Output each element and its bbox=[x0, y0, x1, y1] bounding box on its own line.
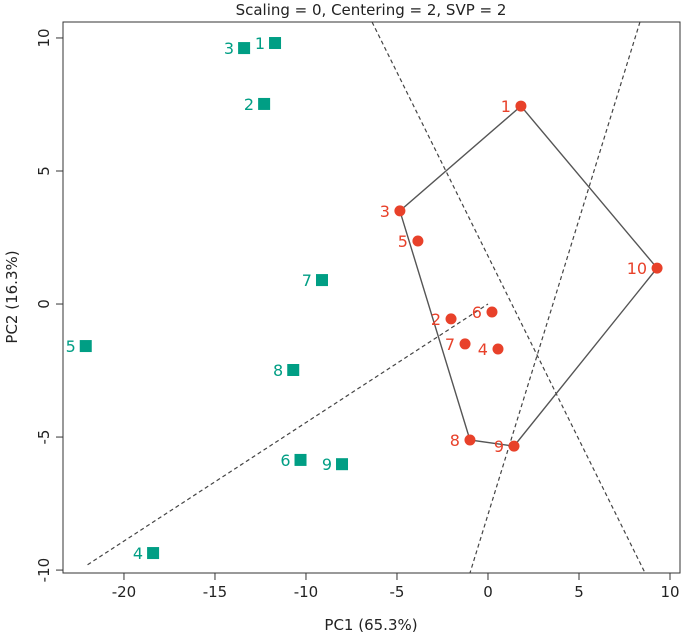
y-tick-label: 5 bbox=[35, 166, 53, 176]
point-label: 6 bbox=[280, 451, 290, 470]
convex-hull bbox=[399, 105, 658, 447]
environment-point bbox=[287, 364, 300, 376]
point-label: 5 bbox=[398, 232, 408, 251]
x-tick-label: -10 bbox=[294, 583, 319, 601]
y-tick-label: 0 bbox=[35, 299, 53, 309]
x-axis-label: PC1 (65.3%) bbox=[324, 616, 417, 634]
point-label: 2 bbox=[431, 310, 441, 329]
genotype-point bbox=[464, 434, 476, 446]
point-label: 3 bbox=[224, 39, 234, 58]
point-label: 4 bbox=[478, 340, 488, 359]
point-label: 1 bbox=[501, 97, 511, 116]
point-label: 5 bbox=[66, 337, 76, 356]
y-axis-label: PC2 (16.3%) bbox=[3, 250, 21, 343]
point-label: 8 bbox=[273, 361, 283, 380]
x-tick-label: 0 bbox=[483, 583, 493, 601]
point-label: 1 bbox=[255, 34, 265, 53]
genotype-point bbox=[492, 343, 504, 355]
point-label: 7 bbox=[302, 271, 312, 290]
x-tick-label: 10 bbox=[660, 583, 679, 601]
x-tick-label: -20 bbox=[112, 583, 137, 601]
point-label: 9 bbox=[322, 455, 332, 474]
x-tick-label: 5 bbox=[574, 583, 584, 601]
genotype-point bbox=[486, 306, 498, 318]
point-label: 3 bbox=[380, 202, 390, 221]
point-label: 10 bbox=[627, 259, 647, 278]
genotype-point bbox=[394, 205, 406, 217]
y-tick-label: 10 bbox=[35, 28, 53, 47]
chart-title: Scaling = 0, Centering = 2, SVP = 2 bbox=[236, 1, 507, 19]
environment-point bbox=[294, 453, 307, 466]
point-label: 8 bbox=[450, 431, 460, 450]
x-tick-label: -15 bbox=[203, 583, 228, 601]
environment-point bbox=[258, 97, 271, 110]
point-label: 9 bbox=[494, 437, 504, 456]
genotype-point bbox=[445, 313, 457, 325]
genotype-point bbox=[515, 100, 527, 112]
point-label: 7 bbox=[445, 335, 455, 354]
environment-point bbox=[315, 274, 328, 287]
x-tick-label: -5 bbox=[389, 583, 404, 601]
y-tick-label: -10 bbox=[35, 558, 53, 583]
dashed-line bbox=[87, 303, 489, 566]
environment-point bbox=[269, 37, 282, 50]
environment-point bbox=[238, 42, 251, 55]
genotype-point bbox=[508, 440, 520, 452]
genotype-point bbox=[459, 338, 471, 350]
dashed-line bbox=[469, 21, 641, 574]
genotype-point bbox=[651, 262, 663, 274]
point-label: 4 bbox=[133, 544, 143, 563]
environment-point bbox=[147, 547, 160, 560]
point-label: 6 bbox=[472, 303, 482, 322]
y-tick-label: -5 bbox=[35, 430, 53, 445]
dashed-line bbox=[371, 21, 646, 574]
genotype-point bbox=[412, 235, 424, 247]
environment-point bbox=[336, 458, 349, 471]
point-label: 2 bbox=[244, 95, 254, 114]
plot-frame bbox=[62, 21, 681, 574]
environment-point bbox=[79, 340, 92, 353]
